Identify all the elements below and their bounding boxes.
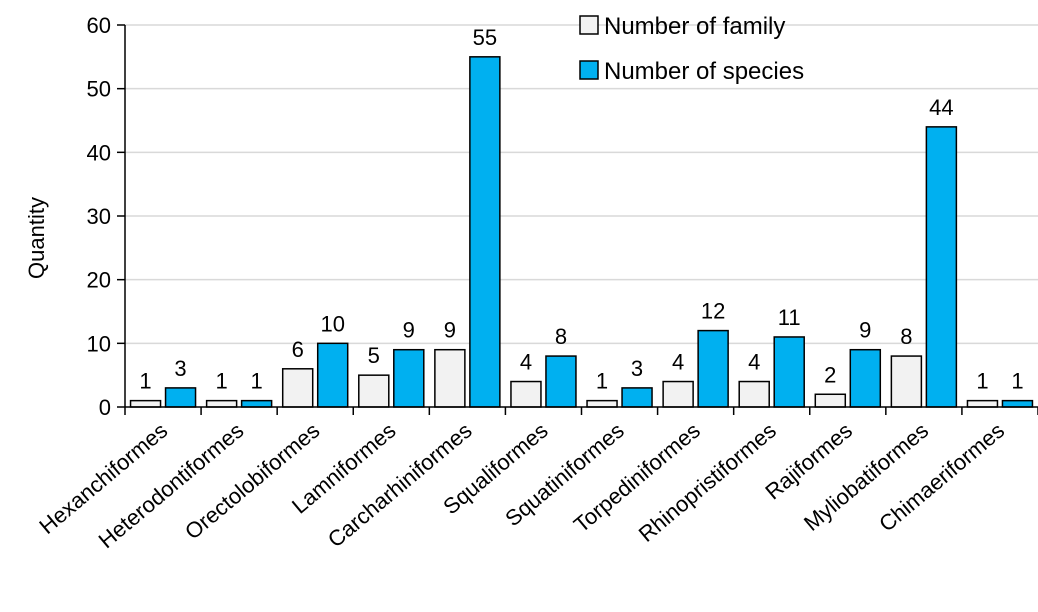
data-label-species: 55 <box>473 25 497 50</box>
bar-family <box>814 393 847 408</box>
bar-species <box>469 56 501 408</box>
y-tick-label: 50 <box>87 77 111 102</box>
data-label-species: 3 <box>174 356 186 381</box>
bar-family <box>586 399 618 408</box>
y-tick-label: 40 <box>87 140 111 165</box>
data-label-family: 1 <box>596 369 608 394</box>
data-label-species: 12 <box>701 299 725 324</box>
data-label-species: 1 <box>1011 369 1023 394</box>
bar-family <box>434 348 466 408</box>
data-label-family: 8 <box>900 324 912 349</box>
data-label-family: 1 <box>139 369 151 394</box>
bar-species <box>164 387 197 408</box>
bar-species <box>393 348 425 408</box>
data-label-species: 8 <box>555 324 567 349</box>
y-tick-label: 30 <box>87 204 111 229</box>
bar-family <box>662 380 694 408</box>
y-axis-title: Quantity <box>24 197 49 279</box>
x-category-label: Orectolobiformes <box>180 418 324 545</box>
legend: Number of family Number of species <box>579 13 804 85</box>
y-tick-label: 10 <box>87 331 111 356</box>
legend-label-family: Number of family <box>604 13 785 40</box>
data-label-family: 6 <box>292 337 304 362</box>
bar-family <box>966 399 999 408</box>
bar-species <box>773 336 805 408</box>
axes: 0 10 20 30 40 50 60 HexanchiformesHeterodontifo… <box>34 13 1038 553</box>
bar-species <box>316 342 349 408</box>
x-category-label: Torpediniformes <box>569 418 705 538</box>
bar-family <box>129 399 162 408</box>
data-label-family: 4 <box>672 350 684 375</box>
bar-species <box>621 387 653 408</box>
data-label-species: 3 <box>631 356 643 381</box>
bar-family <box>358 374 390 408</box>
x-category-label: Carcharhiniformes <box>323 418 477 553</box>
x-category-label: Heterodontiformes <box>94 418 249 553</box>
data-label-species: 9 <box>403 318 415 343</box>
data-label-family: 5 <box>368 343 380 368</box>
bar-species <box>849 348 882 408</box>
bars <box>129 56 1034 408</box>
bar-family <box>281 368 314 408</box>
y-tick-label: 60 <box>87 13 111 38</box>
data-label-family: 9 <box>444 318 456 343</box>
data-label-family: 4 <box>520 350 532 375</box>
y-tick-label: 0 <box>99 395 111 420</box>
bar-family <box>510 380 542 408</box>
bar-species <box>1001 399 1034 408</box>
bar-species <box>545 355 577 408</box>
data-label-family: 2 <box>824 362 836 387</box>
x-category-label: Rhinopristiformes <box>634 418 781 547</box>
bar-family <box>205 399 238 408</box>
legend-label-species: Number of species <box>604 58 804 85</box>
bar-family <box>890 355 923 408</box>
bar-species <box>925 126 958 408</box>
legend-swatch-species <box>579 60 599 80</box>
data-label-species: 11 <box>778 305 801 330</box>
bar-species <box>240 399 273 408</box>
data-label-species: 9 <box>859 318 871 343</box>
data-label-family: 1 <box>976 369 988 394</box>
data-label-species: 10 <box>320 311 344 336</box>
y-tick-label: 20 <box>87 268 111 293</box>
data-label-family: 4 <box>748 350 760 375</box>
data-label-species: 1 <box>251 369 263 394</box>
legend-swatch-family <box>579 15 599 35</box>
bar-family <box>738 380 770 408</box>
bar-species <box>697 329 729 408</box>
data-label-species: 44 <box>929 95 953 120</box>
x-category-label: Hexanchiformes <box>34 418 172 539</box>
data-label-family: 1 <box>216 369 228 394</box>
